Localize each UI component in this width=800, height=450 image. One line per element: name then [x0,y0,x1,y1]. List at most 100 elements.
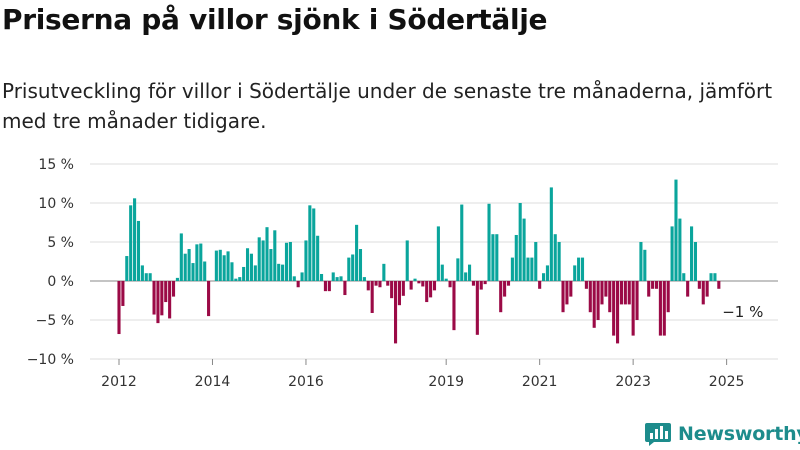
bars [117,179,721,344]
bar [666,281,670,313]
y-tick-label: 10 % [38,196,74,212]
bar [658,281,662,336]
bar [222,255,226,281]
bar [514,234,518,281]
bar [608,281,612,313]
bar [518,203,522,281]
bar [627,281,631,305]
bar [499,281,503,313]
bar [639,242,643,281]
bar [168,281,172,319]
bar [323,281,327,292]
bar [545,265,549,281]
bar [382,263,386,281]
bar [530,257,534,281]
bar [503,281,507,297]
bar [588,281,592,313]
bar [362,277,366,281]
bar [549,187,553,281]
bar [705,281,709,297]
bar [152,281,156,315]
bar [347,257,351,281]
bar [277,263,281,281]
bar [133,198,137,281]
bar [584,281,588,289]
y-tick-label: −10 % [27,352,74,368]
bar [670,226,674,281]
bar [117,281,121,335]
brand-name: Newsworthy [678,423,800,445]
bar [140,265,144,281]
bar [312,208,316,281]
bar [129,205,133,281]
bar [432,281,437,291]
bar [355,224,359,281]
bar [643,249,647,281]
bar [413,278,417,281]
bar [612,281,616,336]
bar [234,278,238,281]
bar [686,281,690,297]
bar [386,281,390,286]
bar [429,281,433,298]
bar [456,258,460,281]
bar [487,203,491,281]
bar [596,281,600,320]
bar [534,242,538,281]
bar [693,242,698,281]
x-tick-label: 2019 [428,374,464,390]
last-value-label: −1 % [722,303,763,321]
brand-logo[interactable]: Newsworthy [644,420,800,448]
bar [245,248,250,281]
bar [674,179,678,281]
bar [390,281,394,299]
bar [557,242,561,281]
bar [483,281,487,285]
bar [409,281,413,290]
bar [265,227,269,281]
bar [604,281,608,297]
chart-subtitle: Prisutveckling för villor i Södertälje u… [2,79,773,133]
bar [662,281,666,336]
bar [522,218,526,281]
bar [171,281,176,297]
bar [300,272,304,281]
bar [709,273,713,281]
bar [339,276,343,281]
x-tick-label: 2021 [522,374,558,390]
x-axis: 2012 2014 2016 2019 2021 2023 2025 [101,359,744,390]
bar [425,281,429,303]
bar [203,261,207,281]
bar [592,281,596,328]
bar [273,230,277,281]
bar [440,264,444,281]
newsworthy-logo-icon [645,423,671,446]
bar [207,281,211,317]
bar [179,233,183,281]
bar [623,281,627,305]
bar [471,281,475,286]
bar [331,272,335,281]
bar [308,205,312,281]
bar [510,257,514,281]
bar [199,243,203,281]
bar [164,281,168,303]
bar [444,278,448,281]
bar [238,277,242,281]
bar [218,249,222,281]
bar [156,281,160,324]
bar [495,234,499,281]
bar [257,237,261,281]
bar [269,249,273,281]
chart-title: Priserna på villor sjönk i Södertälje [2,3,548,36]
bar [144,273,148,281]
bar [374,281,378,286]
bar [616,281,620,344]
bar [506,281,511,286]
bar [284,242,289,281]
bar [327,281,331,292]
bar [580,257,585,281]
bar [125,256,129,281]
bar [393,281,398,344]
